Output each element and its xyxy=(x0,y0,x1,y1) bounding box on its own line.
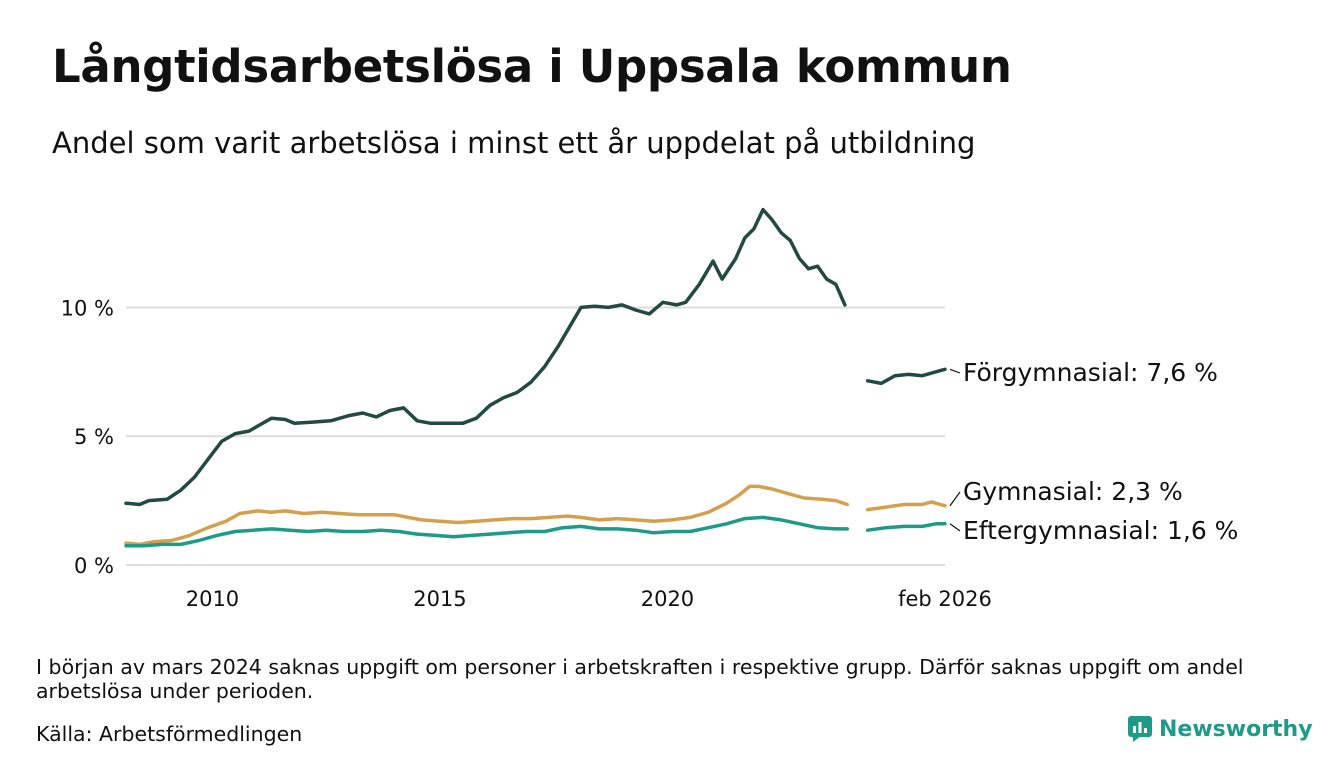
series-line xyxy=(865,367,947,386)
series-line xyxy=(124,207,847,507)
series-end-label: Eftergymnasial: 1,6 % xyxy=(963,516,1238,545)
x-tick-label: 2020 xyxy=(641,587,694,611)
series-line xyxy=(865,522,947,532)
series-line xyxy=(124,484,849,547)
x-tick-label: 2010 xyxy=(186,587,239,611)
newsworthy-logo: Newsworthy xyxy=(1128,716,1313,742)
source-note: Källa: Arbetsförmedlingen xyxy=(36,722,303,746)
label-leader-line xyxy=(949,523,961,532)
x-tick-label: feb 2026 xyxy=(898,587,992,611)
series-line xyxy=(124,515,849,548)
x-axis-labels: 2010 2015 2020 feb 2026 xyxy=(186,587,992,611)
series-end-labels: Förgymnasial: 7,6 % Gymnasial: 2,3 % Efter… xyxy=(949,358,1238,545)
y-tick-label: 5 % xyxy=(74,425,114,449)
x-tick-label: 2015 xyxy=(413,587,466,611)
series-line xyxy=(865,500,947,512)
label-leader-line xyxy=(949,368,961,374)
series-end-label: Förgymnasial: 7,6 % xyxy=(963,358,1218,387)
label-leader-line xyxy=(949,491,961,507)
series-lines xyxy=(124,207,947,548)
gridlines xyxy=(126,306,945,566)
brand-name: Newsworthy xyxy=(1159,716,1313,742)
series-end-label: Gymnasial: 2,3 % xyxy=(963,477,1183,506)
y-tick-label: 10 % xyxy=(61,296,114,320)
y-axis-labels: 0 % 5 % 10 % xyxy=(61,296,114,578)
chart-subtitle: Andel som varit arbetslösa i minst ett å… xyxy=(52,126,976,160)
y-tick-label: 0 % xyxy=(74,554,114,578)
newsworthy-icon xyxy=(1128,716,1152,742)
chart-title: Långtidsarbetslösa i Uppsala kommun xyxy=(52,40,1012,93)
footnote: I början av mars 2024 saknas uppgift om … xyxy=(36,655,1244,703)
chart: 0 % 5 % 10 % 2010 2015 2020 feb 2026 Förgymna… xyxy=(61,207,1238,611)
